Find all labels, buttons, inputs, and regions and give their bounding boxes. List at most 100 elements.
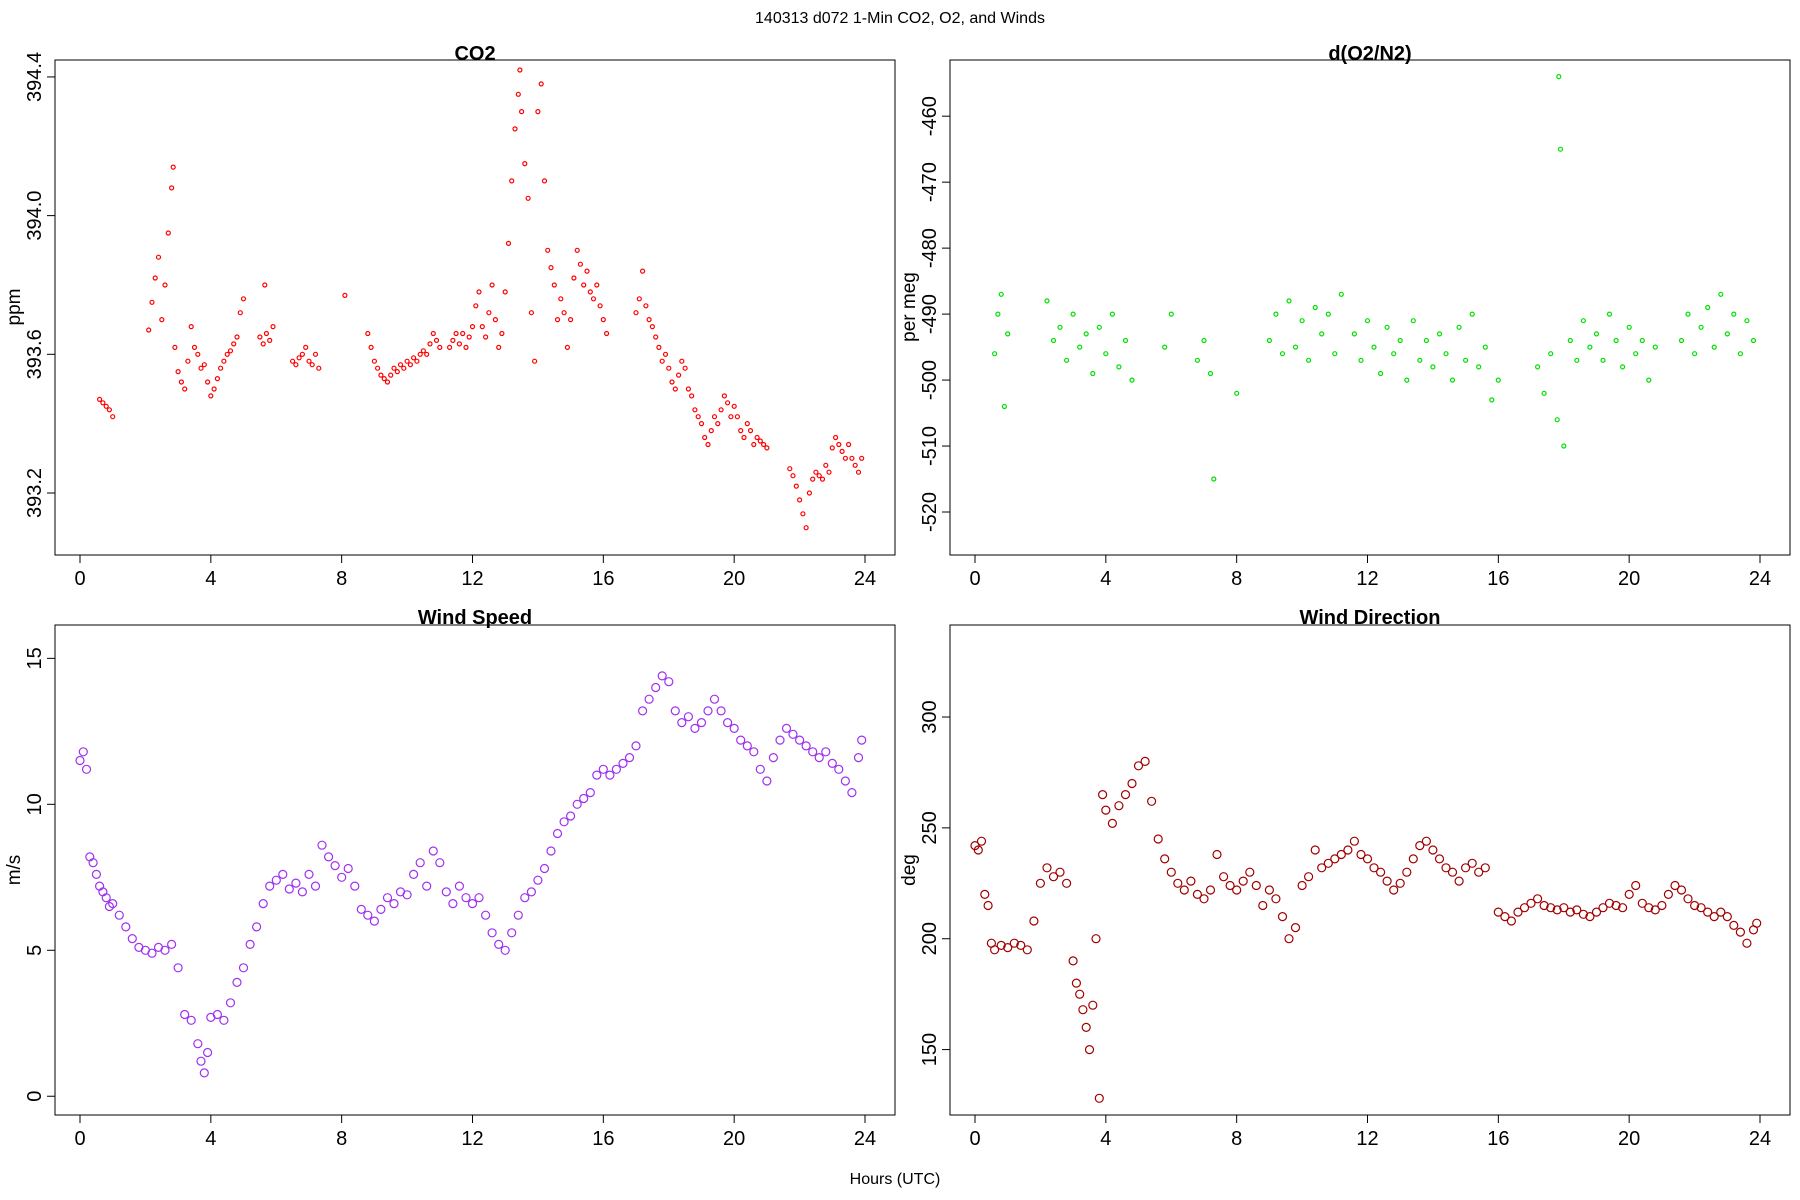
y-axis-label: per meg bbox=[899, 272, 920, 342]
data-point bbox=[384, 379, 391, 385]
panel-title: CO2 bbox=[454, 43, 495, 65]
data-point bbox=[191, 344, 198, 350]
data-point bbox=[1561, 443, 1567, 449]
data-point bbox=[1467, 858, 1477, 868]
data-point bbox=[1436, 331, 1443, 337]
data-point bbox=[1286, 298, 1292, 304]
data-point bbox=[391, 365, 397, 371]
data-point bbox=[708, 428, 714, 434]
data-point bbox=[1752, 918, 1762, 928]
data-point bbox=[363, 910, 373, 920]
data-point bbox=[1330, 854, 1340, 864]
data-point bbox=[551, 282, 557, 288]
data-point bbox=[450, 337, 456, 343]
data-point bbox=[1042, 863, 1052, 873]
data-point bbox=[624, 752, 635, 763]
data-point bbox=[757, 438, 763, 444]
data-point bbox=[1116, 364, 1122, 370]
data-point bbox=[205, 379, 211, 385]
data-point bbox=[245, 939, 255, 950]
data-point bbox=[127, 933, 137, 944]
data-point bbox=[460, 330, 466, 337]
data-point bbox=[581, 282, 587, 288]
data-point bbox=[476, 289, 482, 295]
data-point bbox=[703, 706, 713, 716]
data-point bbox=[447, 344, 453, 350]
data-point bbox=[1264, 885, 1275, 895]
data-point bbox=[1676, 885, 1687, 895]
x-tick-label: 12 bbox=[461, 568, 483, 590]
data-point bbox=[147, 948, 157, 958]
x-tick-label: 20 bbox=[723, 568, 745, 590]
figure-xlabel: Hours (UTC) bbox=[850, 1171, 941, 1188]
data-point bbox=[574, 247, 580, 253]
data-point bbox=[1319, 331, 1325, 337]
data-point bbox=[826, 469, 832, 475]
data-point bbox=[1245, 867, 1255, 877]
data-point bbox=[1534, 364, 1541, 370]
data-point bbox=[1160, 854, 1170, 864]
panel-co2: CO2 ppm 0 4 8 12 16 20 24 393.2 393.6 394.0 394.4 bbox=[4, 43, 896, 590]
data-point bbox=[350, 881, 360, 891]
data-point bbox=[1090, 370, 1096, 377]
x-tick-label: 16 bbox=[592, 568, 614, 590]
y-tick-label: 394.0 bbox=[24, 191, 46, 241]
data-point bbox=[672, 386, 678, 392]
data-point bbox=[466, 334, 472, 340]
data-point bbox=[162, 282, 168, 288]
data-point bbox=[265, 881, 275, 891]
data-point bbox=[664, 677, 674, 687]
data-point bbox=[1371, 344, 1377, 350]
data-point bbox=[751, 441, 757, 448]
data-point bbox=[487, 928, 497, 938]
data-point bbox=[173, 963, 183, 973]
y-tick-label: -490 bbox=[919, 294, 941, 334]
data-point bbox=[152, 275, 158, 281]
data-point bbox=[1091, 934, 1101, 944]
data-point bbox=[1578, 909, 1589, 919]
x-tick-label: 4 bbox=[205, 568, 216, 590]
data-point bbox=[1443, 351, 1449, 357]
data-point bbox=[232, 977, 242, 988]
data-point bbox=[509, 178, 515, 184]
data-point bbox=[456, 341, 462, 347]
data-point bbox=[656, 344, 662, 350]
data-point bbox=[258, 898, 268, 909]
data-point bbox=[1094, 1093, 1104, 1103]
data-point bbox=[1476, 364, 1482, 370]
data-point bbox=[1541, 390, 1547, 396]
data-point bbox=[219, 1015, 229, 1025]
data-point bbox=[260, 341, 266, 347]
data-point bbox=[1724, 331, 1730, 337]
data-point bbox=[821, 747, 831, 757]
data-point bbox=[474, 893, 484, 903]
data-point bbox=[669, 379, 675, 385]
data-point bbox=[1186, 876, 1196, 886]
data-point bbox=[1351, 331, 1358, 337]
data-point bbox=[541, 178, 548, 184]
data-point bbox=[787, 466, 793, 472]
data-point bbox=[1343, 845, 1353, 855]
data-point bbox=[842, 455, 849, 461]
data-point bbox=[1657, 900, 1667, 911]
data-point bbox=[1482, 344, 1488, 350]
data-point bbox=[411, 355, 417, 361]
y-tick-label: 15 bbox=[24, 647, 46, 669]
data-point bbox=[1168, 311, 1174, 317]
data-point bbox=[1050, 337, 1057, 344]
data-point bbox=[1639, 337, 1645, 344]
data-point bbox=[528, 310, 535, 316]
data-point bbox=[1212, 849, 1222, 860]
data-point bbox=[585, 787, 595, 798]
data-point bbox=[371, 358, 377, 364]
data-point bbox=[312, 351, 319, 357]
data-point bbox=[284, 884, 294, 894]
data-point bbox=[718, 407, 724, 413]
data-point bbox=[1731, 311, 1737, 317]
data-point bbox=[304, 869, 314, 880]
data-point bbox=[1559, 903, 1569, 913]
data-point bbox=[832, 434, 839, 441]
data-point bbox=[1238, 876, 1248, 886]
data-point bbox=[1120, 789, 1131, 800]
